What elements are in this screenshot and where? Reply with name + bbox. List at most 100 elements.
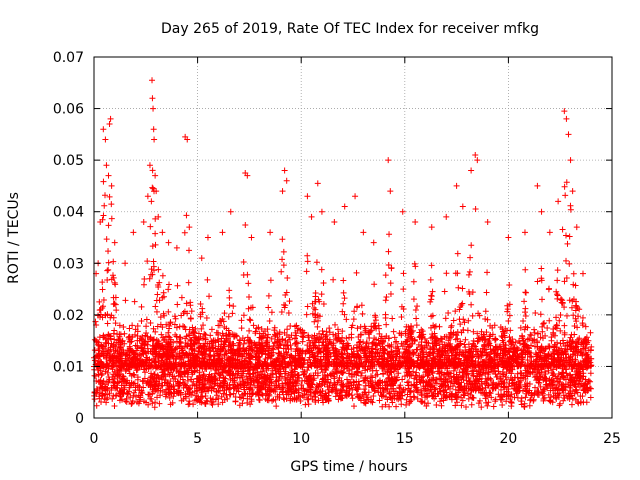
data-point bbox=[267, 372, 274, 379]
data-point bbox=[369, 383, 376, 390]
data-point bbox=[512, 339, 519, 346]
data-point bbox=[123, 395, 130, 402]
data-point bbox=[187, 341, 194, 348]
data-point bbox=[413, 369, 420, 376]
data-point bbox=[350, 403, 357, 410]
data-point bbox=[488, 394, 495, 401]
data-point bbox=[169, 373, 176, 380]
data-point bbox=[540, 397, 547, 404]
data-point bbox=[269, 397, 276, 404]
data-point bbox=[279, 380, 286, 387]
data-point bbox=[156, 400, 163, 407]
data-point bbox=[349, 395, 356, 402]
data-point bbox=[162, 333, 169, 340]
data-point bbox=[478, 404, 485, 411]
data-point bbox=[215, 401, 222, 408]
data-point bbox=[376, 397, 383, 404]
data-point bbox=[568, 401, 575, 408]
data-point bbox=[587, 329, 594, 336]
data-point bbox=[235, 388, 242, 395]
data-point bbox=[518, 398, 525, 405]
data-point bbox=[304, 396, 311, 403]
data-point bbox=[503, 388, 510, 395]
data-point bbox=[221, 396, 228, 403]
data-point bbox=[514, 374, 521, 381]
data-points bbox=[91, 77, 595, 411]
data-point bbox=[532, 384, 539, 391]
data-point bbox=[336, 374, 343, 381]
data-point bbox=[526, 402, 533, 409]
data-point bbox=[526, 387, 533, 394]
data-point bbox=[321, 372, 328, 379]
data-point bbox=[152, 328, 159, 335]
data-point bbox=[319, 380, 326, 387]
data-point bbox=[522, 394, 529, 401]
data-point bbox=[236, 381, 243, 388]
data-point bbox=[528, 342, 535, 349]
data-point bbox=[145, 401, 152, 408]
data-point bbox=[268, 335, 275, 342]
data-point bbox=[111, 403, 118, 410]
data-point bbox=[359, 391, 366, 398]
data-point bbox=[123, 379, 130, 386]
data-point bbox=[386, 403, 393, 410]
data-point bbox=[459, 397, 466, 404]
data-point bbox=[414, 395, 421, 402]
data-point bbox=[587, 370, 594, 377]
data-point bbox=[487, 390, 494, 397]
data-point bbox=[470, 372, 477, 379]
data-point bbox=[172, 345, 179, 352]
data-point bbox=[166, 394, 173, 401]
data-point bbox=[358, 369, 365, 376]
data-point bbox=[151, 404, 158, 411]
data-point bbox=[538, 389, 545, 396]
data-point bbox=[562, 387, 569, 394]
data-point bbox=[389, 399, 396, 406]
data-point bbox=[300, 385, 307, 392]
data-point bbox=[272, 378, 279, 385]
data-point bbox=[449, 383, 456, 390]
data-point bbox=[503, 376, 510, 383]
data-point bbox=[370, 392, 377, 399]
data-point bbox=[399, 376, 406, 383]
data-point bbox=[186, 398, 193, 405]
data-point bbox=[163, 386, 170, 393]
data-point bbox=[557, 376, 564, 383]
data-point bbox=[305, 401, 312, 408]
data-point bbox=[109, 395, 116, 402]
data-point bbox=[272, 396, 279, 403]
data-point bbox=[169, 399, 176, 406]
data-point bbox=[451, 380, 458, 387]
data-point bbox=[200, 371, 207, 378]
data-point bbox=[299, 333, 306, 340]
data-point bbox=[161, 379, 168, 386]
data-point bbox=[154, 394, 161, 401]
data-point bbox=[585, 377, 592, 384]
data-point bbox=[102, 368, 109, 375]
data-point bbox=[405, 382, 412, 389]
data-point bbox=[329, 388, 336, 395]
data-point bbox=[128, 400, 135, 407]
data-point bbox=[220, 390, 227, 397]
data-point bbox=[273, 403, 280, 410]
data-point bbox=[438, 402, 445, 409]
data-point bbox=[224, 395, 231, 402]
data-point bbox=[353, 371, 360, 378]
data-point bbox=[433, 402, 440, 409]
data-point bbox=[152, 399, 159, 406]
data-point bbox=[278, 373, 285, 380]
data-point bbox=[541, 394, 548, 401]
data-point bbox=[508, 341, 515, 348]
data-point bbox=[417, 398, 424, 405]
data-point bbox=[437, 375, 444, 382]
data-point bbox=[99, 370, 106, 377]
data-point bbox=[167, 378, 174, 385]
data-point bbox=[462, 404, 469, 411]
data-point bbox=[537, 383, 544, 390]
data-point bbox=[230, 390, 237, 397]
data-point bbox=[498, 386, 505, 393]
data-point bbox=[410, 368, 417, 375]
data-point bbox=[227, 385, 234, 392]
